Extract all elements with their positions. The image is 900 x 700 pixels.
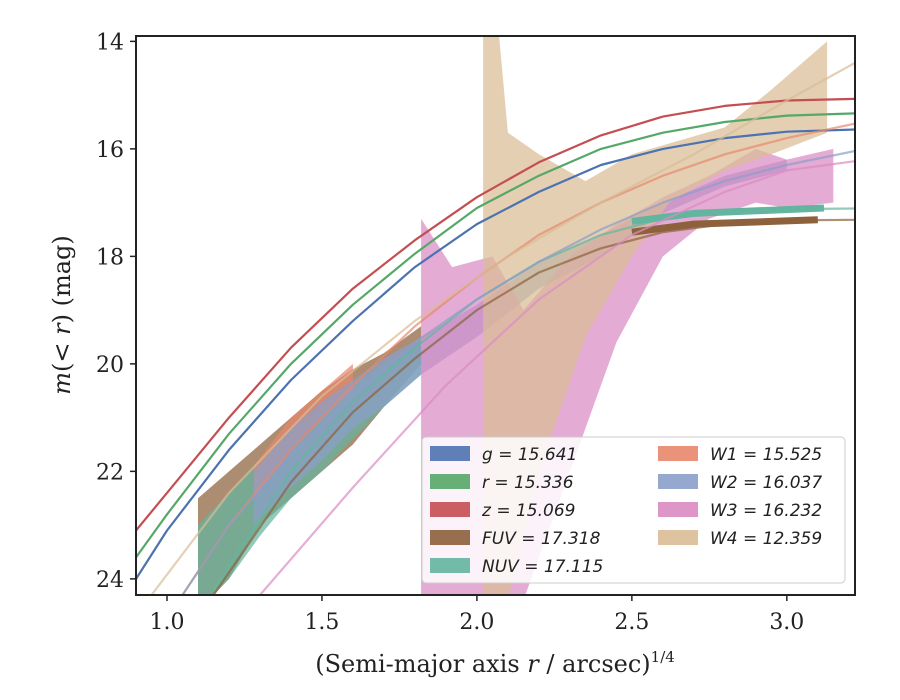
w3-legend-swatch bbox=[658, 502, 698, 517]
y-axis-ticks: 14 16 18 20 22 24 bbox=[96, 30, 136, 593]
nuv-legend-label: NUV = 17.115 bbox=[482, 557, 603, 577]
nuv-legend-swatch bbox=[430, 558, 470, 573]
fuv-data-line bbox=[631, 216, 818, 236]
legend: g = 15.641 r = 15.336 z = 15.069 FUV = 17.3… bbox=[421, 436, 846, 584]
z-legend-label: z = 15.069 bbox=[481, 501, 575, 521]
x-axis-title: (Semi-major axis r / arcsec)1/4 bbox=[315, 648, 675, 678]
w4-model-curve bbox=[150, 61, 855, 595]
y-tick-label: 14 bbox=[96, 30, 124, 55]
g-legend-swatch bbox=[430, 446, 470, 461]
legend-box bbox=[421, 436, 846, 584]
w4-band bbox=[483, 36, 828, 595]
y-tick-label: 16 bbox=[96, 138, 124, 163]
y-tick-label: 18 bbox=[96, 245, 124, 270]
y-tick-label: 20 bbox=[96, 353, 124, 378]
nuv-data-line bbox=[631, 204, 825, 225]
x-tick-label: 1.5 bbox=[304, 610, 339, 635]
w3-model-curve bbox=[259, 160, 855, 595]
g-legend-label: g = 15.641 bbox=[482, 445, 577, 465]
y-tick-label: 24 bbox=[96, 568, 124, 593]
r-legend-label: r = 15.336 bbox=[482, 473, 574, 493]
w2-legend-label: W2 = 16.037 bbox=[710, 473, 822, 493]
x-tick-label: 2.5 bbox=[614, 610, 649, 635]
w2-model-curve bbox=[181, 149, 855, 595]
r-legend-swatch bbox=[430, 474, 470, 489]
fuv-legend-swatch bbox=[430, 530, 470, 545]
w1-legend-label: W1 = 15.525 bbox=[710, 445, 822, 465]
x-axis-ticks: 1.0 1.5 2.0 2.5 3.0 bbox=[149, 595, 804, 635]
model-curves bbox=[136, 61, 855, 595]
w4-legend-swatch bbox=[658, 530, 698, 545]
z-model-curve bbox=[136, 97, 855, 532]
x-tick-label: 3.0 bbox=[769, 610, 804, 635]
x-tick-label: 1.0 bbox=[149, 610, 184, 635]
x-tick-label: 2.0 bbox=[459, 610, 494, 635]
plot-frame bbox=[135, 35, 856, 596]
g-model-curve bbox=[136, 128, 855, 580]
w4-legend-label: W4 = 12.359 bbox=[710, 529, 822, 549]
fuv-legend-label: FUV = 17.318 bbox=[482, 529, 601, 549]
y-axis-title: m(< r) (mag) bbox=[48, 235, 76, 395]
z-legend-swatch bbox=[430, 502, 470, 517]
w2-legend-swatch bbox=[658, 474, 698, 489]
w1-legend-swatch bbox=[658, 446, 698, 461]
r-model-curve bbox=[136, 112, 855, 559]
y-tick-label: 22 bbox=[96, 460, 124, 485]
w3-legend-label: W3 = 16.232 bbox=[710, 501, 822, 521]
